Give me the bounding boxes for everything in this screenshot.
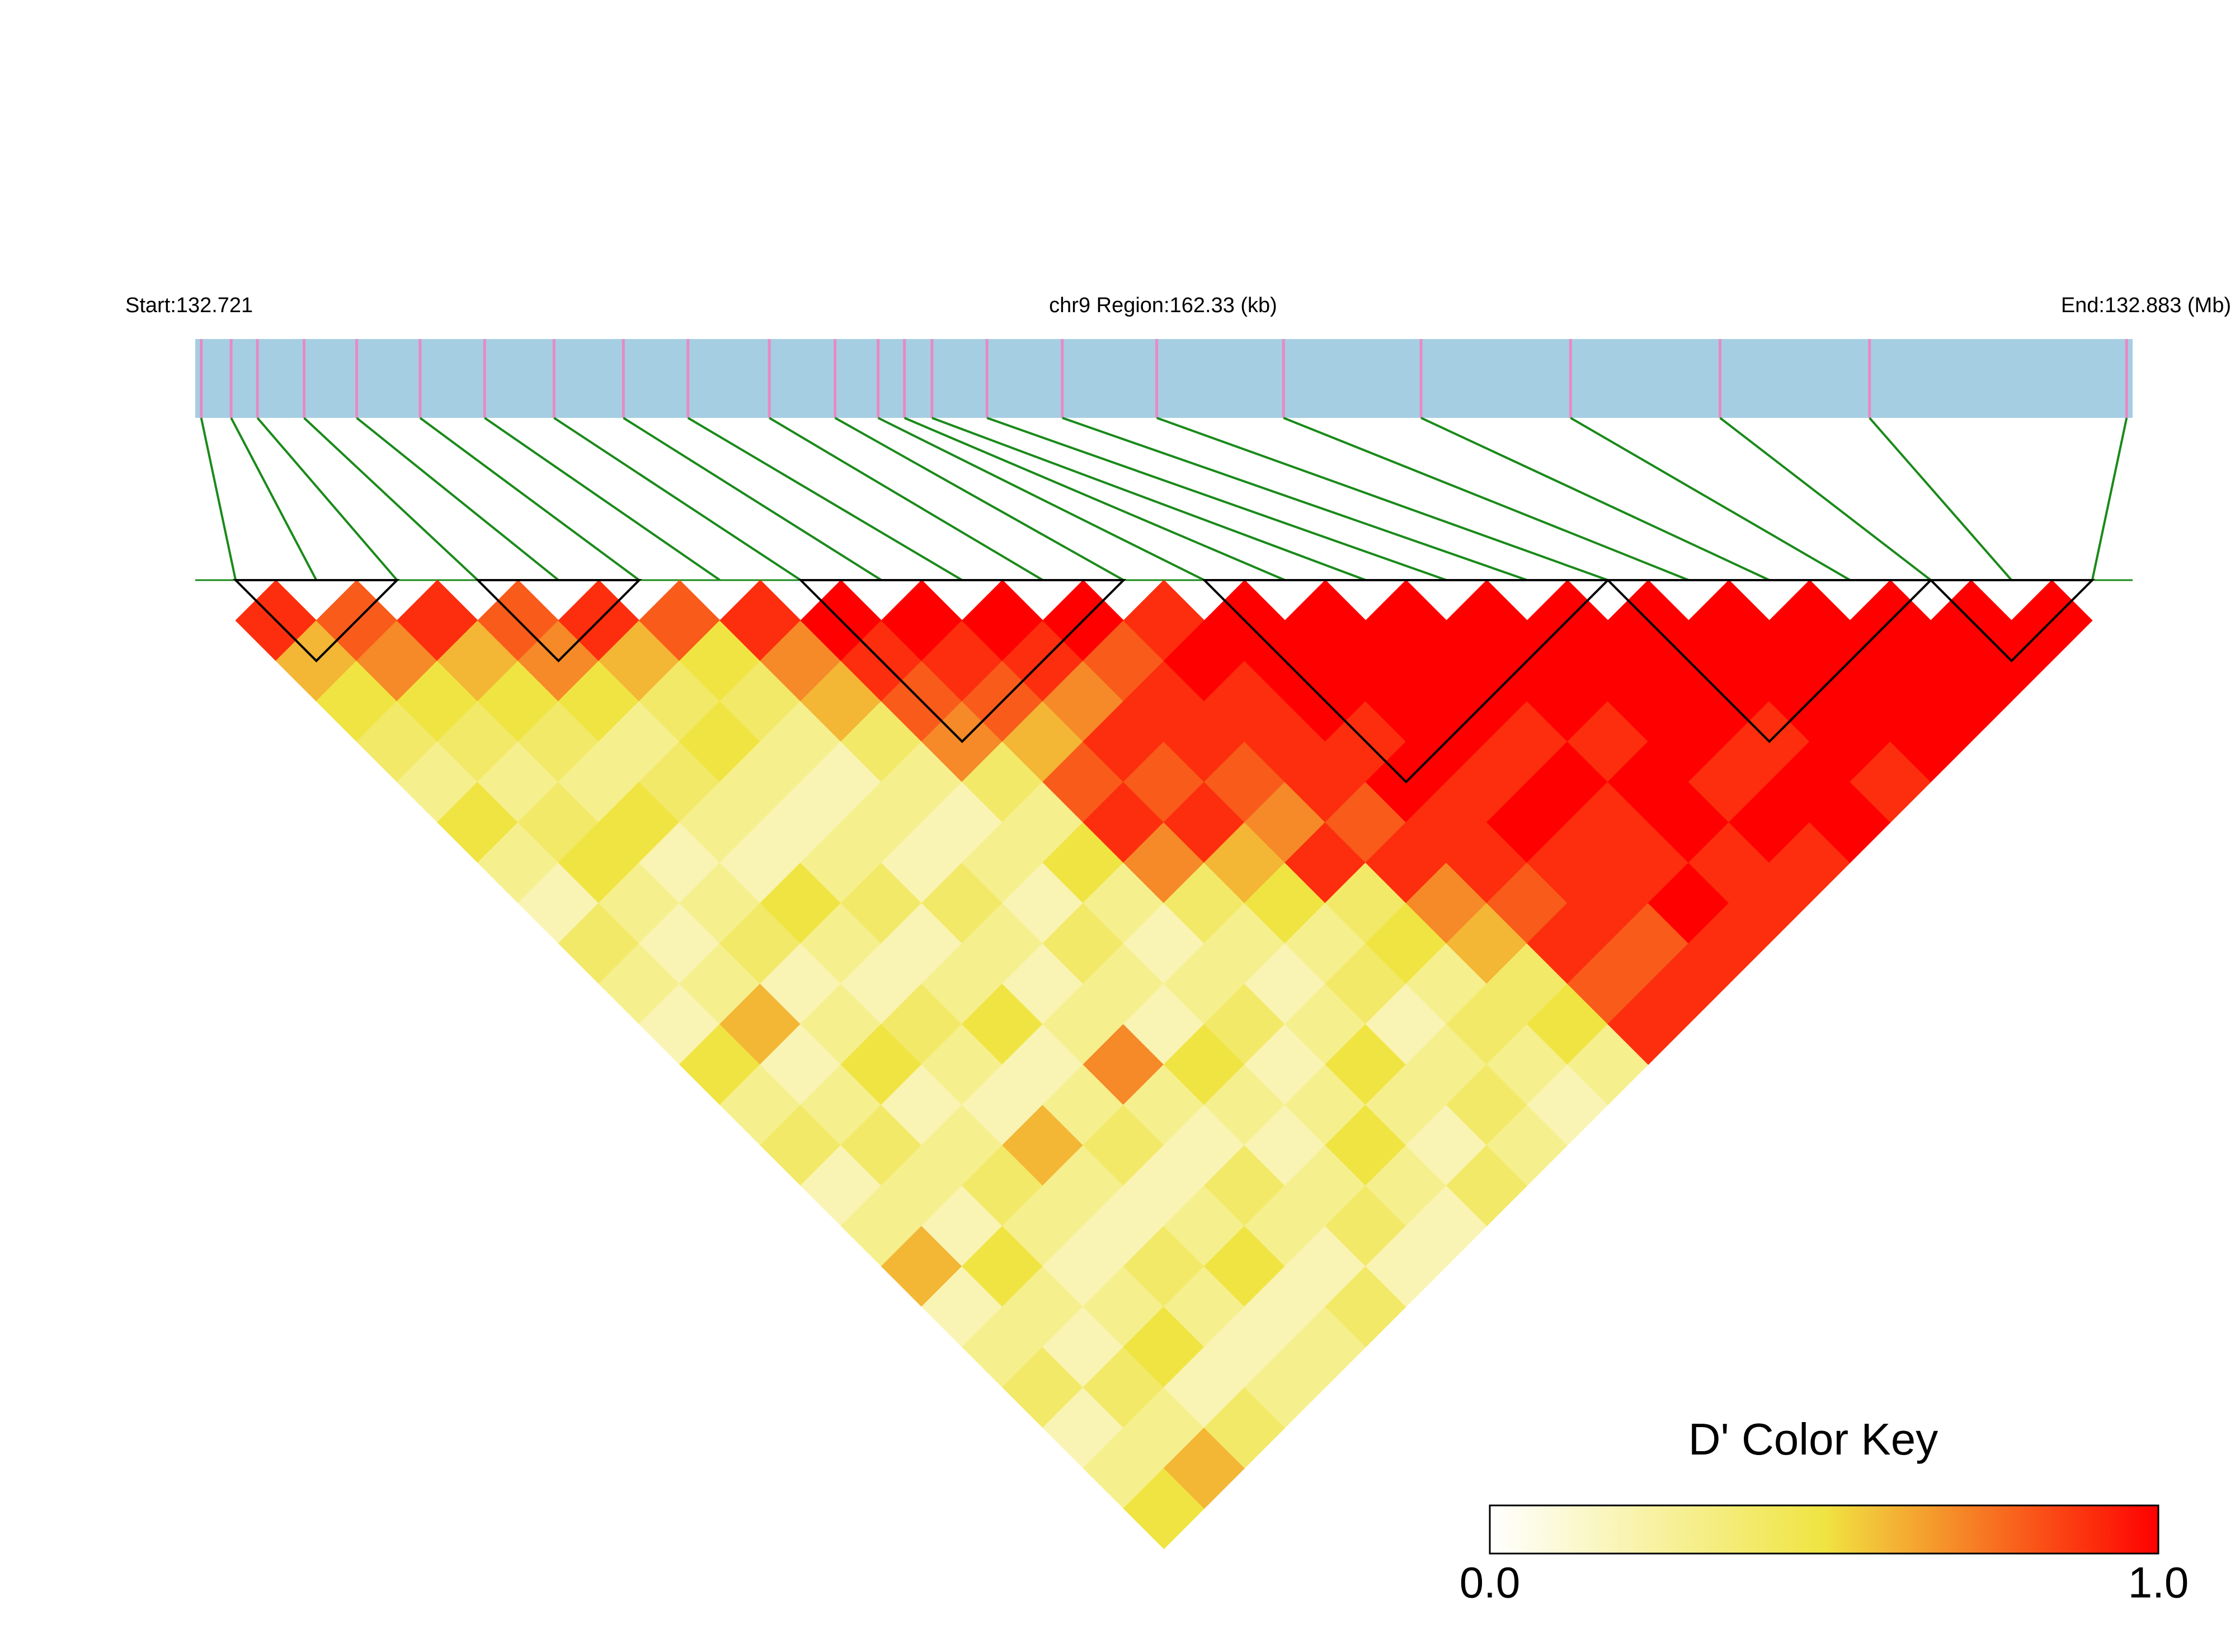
end-label: End:132.883 (Mb): [2061, 294, 2231, 317]
snp-link: [769, 417, 1044, 581]
snp-link: [623, 417, 882, 581]
color-key-title: D' Color Key: [1688, 1414, 1938, 1464]
snp-link: [834, 417, 1124, 581]
snp-link: [553, 417, 802, 581]
region-label: chr9 Region:162.33 (kb): [1049, 294, 1277, 317]
snp-link: [1283, 417, 1690, 581]
snp-link: [1062, 417, 1528, 581]
snp-link: [931, 417, 1366, 581]
start-label: Start:132.721: [125, 294, 253, 317]
snp-link: [1719, 417, 1932, 581]
snp-link: [484, 417, 721, 581]
ld-block: [475, 579, 642, 663]
snp-link: [356, 417, 559, 581]
chromosome-bar: [195, 339, 2133, 418]
snp-link: [256, 417, 398, 581]
snp-link: [904, 417, 1286, 581]
color-key-bar: [1489, 1504, 2159, 1555]
snp-link: [200, 417, 237, 581]
ld-block: [233, 579, 400, 663]
snp-link: [230, 417, 318, 581]
snp-link: [986, 417, 1447, 581]
ld-block: [1605, 579, 1934, 743]
ld-block: [1928, 579, 2095, 663]
snp-link: [1570, 417, 1851, 581]
ld-block: [1201, 579, 1611, 784]
snp-link: [1420, 417, 1770, 581]
color-key-tick-label: 0.0: [1460, 1558, 1520, 1607]
snp-link: [1869, 417, 2013, 581]
color-key-tick-label: 1.0: [2128, 1558, 2189, 1607]
snp-link: [2091, 417, 2128, 581]
snp-link: [419, 417, 640, 581]
snp-link: [1156, 417, 1608, 581]
snp-link: [877, 417, 1205, 581]
snp-link: [687, 417, 963, 581]
snp-link: [303, 417, 479, 581]
ld-block: [798, 579, 1127, 743]
